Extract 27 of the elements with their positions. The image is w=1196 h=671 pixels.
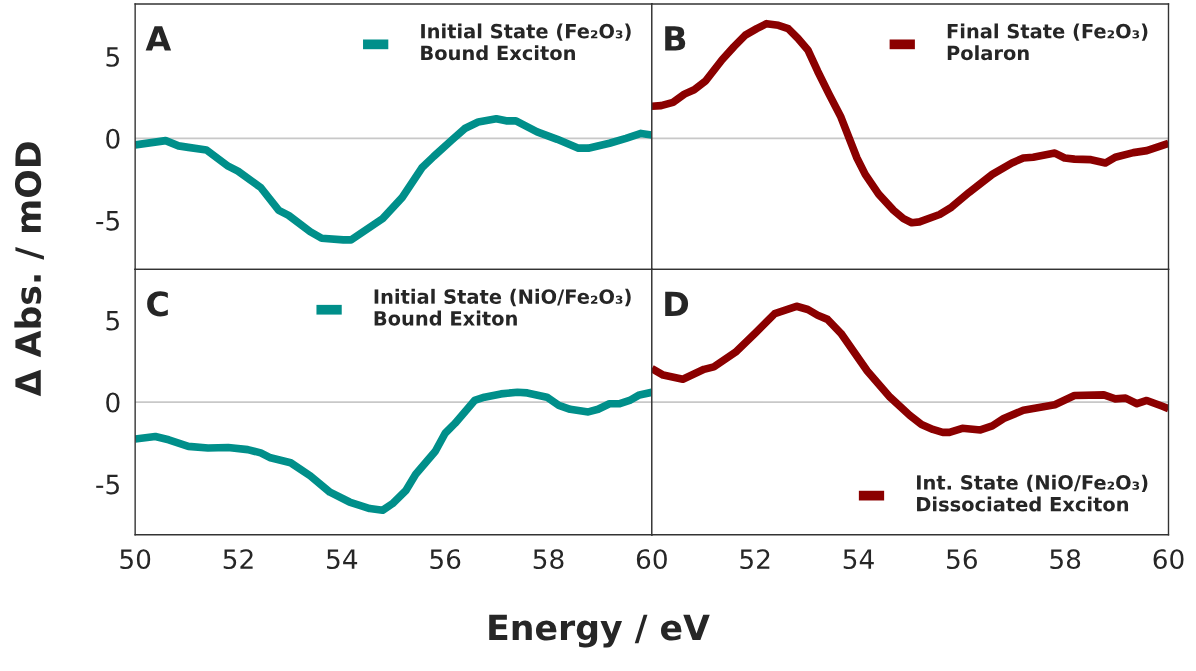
- y-tick-label: 0: [106, 128, 120, 149]
- annotation: D: [665, 291, 689, 316]
- x-tick-label: 60: [636, 549, 667, 570]
- x-tick-label: 60: [1153, 549, 1184, 570]
- y-axis-title: Δ Abs. / mOD: [14, 142, 44, 397]
- x-tick-label: 58: [533, 549, 564, 570]
- x-tick-label: 56: [947, 549, 977, 570]
- y-tick-label: 5: [106, 310, 119, 331]
- y-tick-label: 5: [106, 47, 119, 67]
- x-tick-label: 56: [430, 549, 461, 570]
- annotation: A: [145, 26, 172, 51]
- annotation: B: [665, 26, 686, 51]
- x-axis-title: Energy / eV: [489, 614, 710, 648]
- y-tick-label: -5: [96, 211, 119, 231]
- y-tick-label: 0: [106, 392, 120, 413]
- annotation: C: [147, 291, 168, 317]
- x-tick-label: 58: [1050, 549, 1081, 570]
- x-tick-label: 54: [843, 549, 874, 570]
- x-tick-label: 50: [120, 549, 151, 570]
- legend-label: Initial State (Fe₂O₃) Bound Exciton: [421, 23, 631, 61]
- x-tick-label: 52: [740, 549, 770, 570]
- legend-label: Initial State (NiO/Fe₂O₃) Bound Exiton: [374, 288, 631, 326]
- x-tick-label: 52: [223, 549, 253, 570]
- legend-label: Final State (Fe₂O₃) Polaron: [947, 23, 1148, 61]
- y-tick-label: -5: [96, 474, 119, 495]
- x-tick-label: 54: [327, 549, 358, 570]
- legend-label: Int. State (NiO/Fe₂O₃) Dissociated Exciton: [917, 474, 1148, 512]
